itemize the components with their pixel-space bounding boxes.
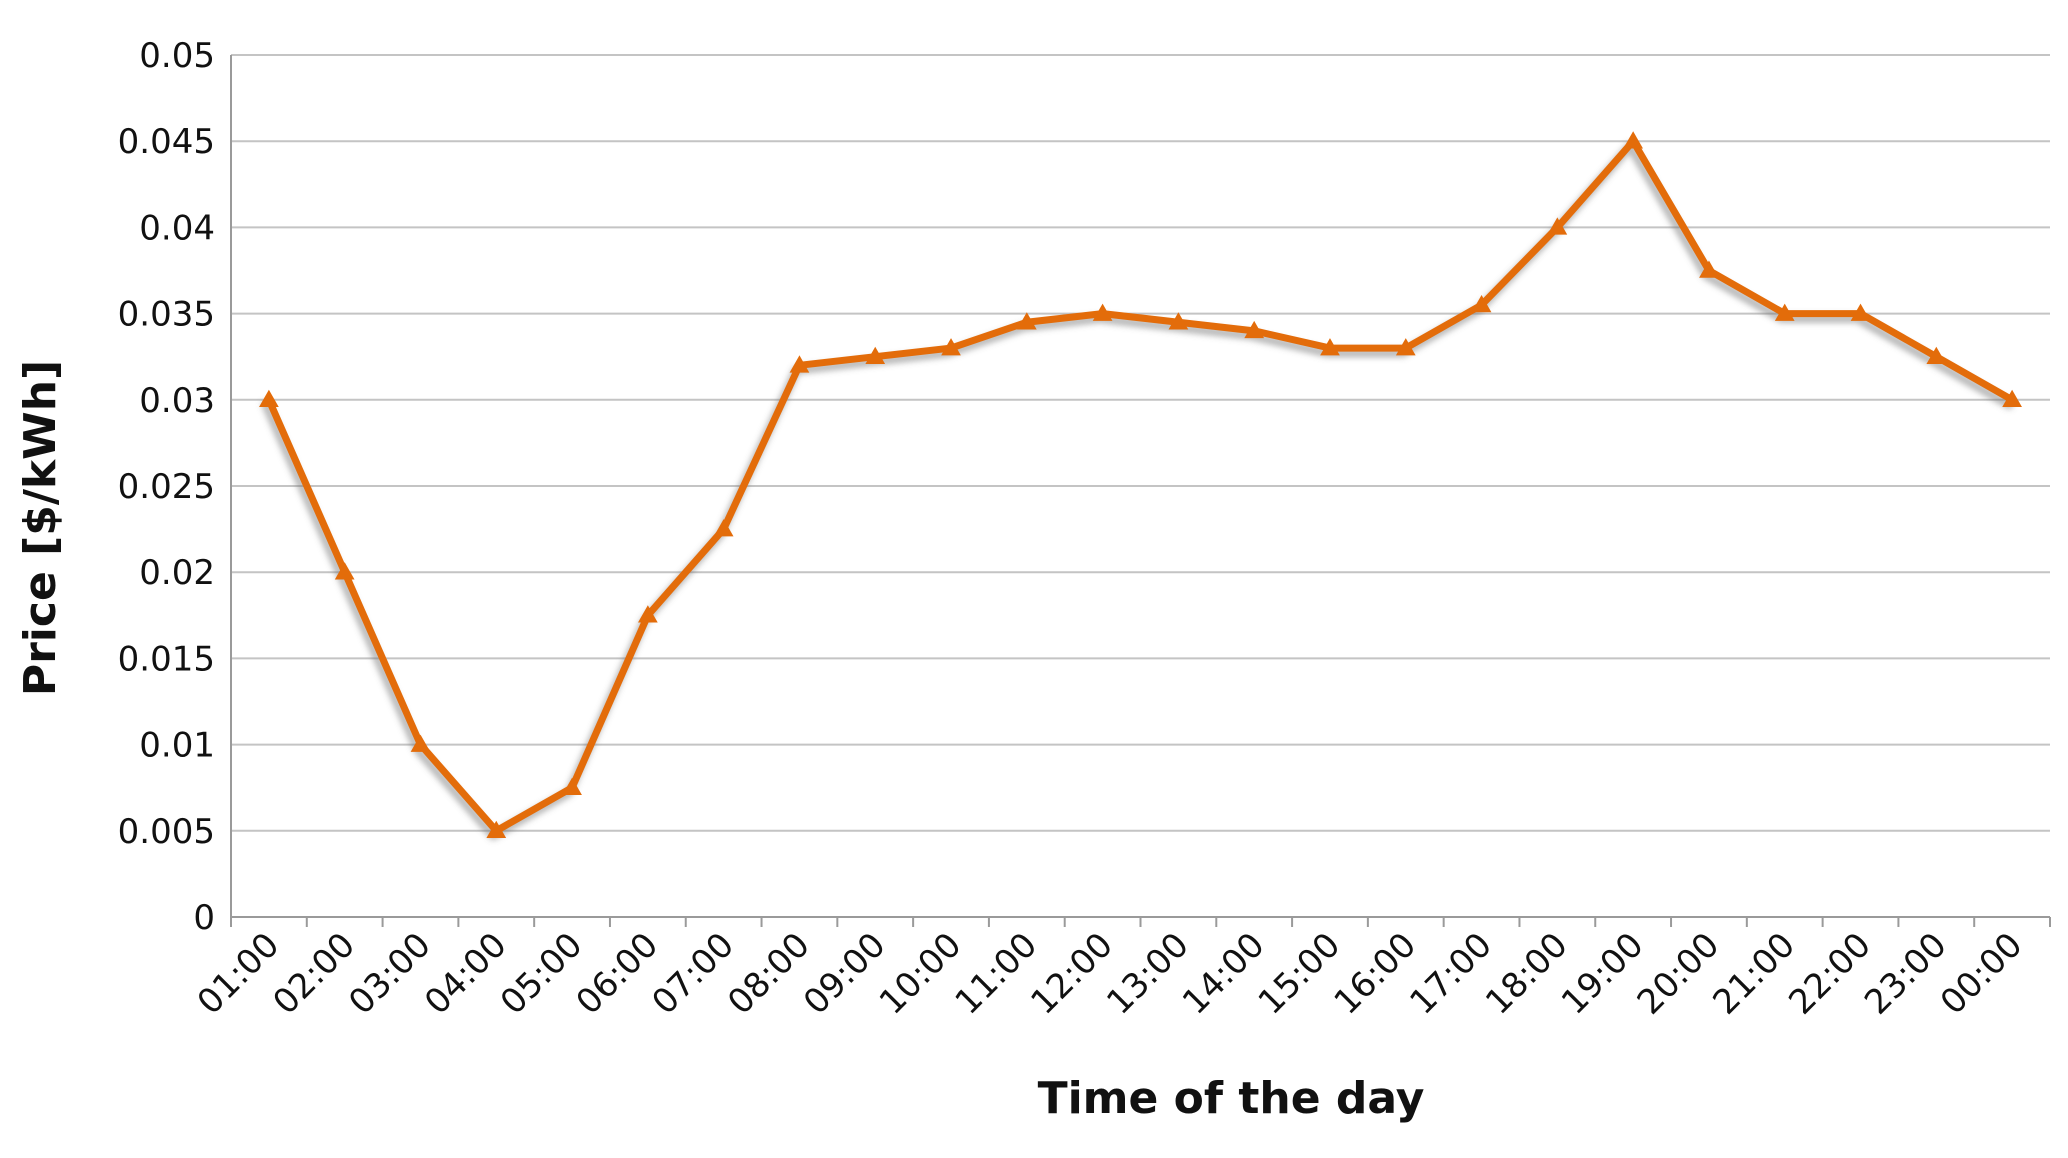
- x-tick-label: 13:00: [1099, 925, 1197, 1023]
- data-point-marker: [941, 338, 961, 356]
- x-tick-label: 03:00: [341, 925, 439, 1023]
- data-point-marker: [410, 734, 431, 752]
- x-tick-label: 16:00: [1327, 925, 1425, 1023]
- data-point-marker: [562, 777, 582, 795]
- x-tick-label: 14:00: [1175, 925, 1273, 1023]
- axes: [230, 55, 2051, 927]
- x-tick-label: 18:00: [1478, 925, 1576, 1023]
- data-markers: [259, 131, 2022, 839]
- series: [261, 137, 2016, 841]
- data-point-marker: [789, 355, 810, 373]
- x-tick-label: 00:00: [1933, 925, 2031, 1023]
- y-tick-label: 0.05: [139, 36, 215, 76]
- data-point-marker: [1774, 303, 1795, 321]
- data-point-marker: [1244, 320, 1265, 339]
- x-tick-label: 19:00: [1554, 925, 1652, 1023]
- data-point-marker: [713, 519, 734, 537]
- y-axis-title: Price [$/kWh]: [15, 360, 66, 696]
- data-point-marker: [1623, 131, 1644, 149]
- x-tick-label: 12:00: [1023, 925, 1121, 1023]
- series-line: [265, 137, 2016, 835]
- data-point-marker: [637, 605, 658, 623]
- x-tick-label: 17:00: [1402, 925, 1500, 1023]
- data-point-marker: [1016, 312, 1037, 330]
- y-tick-label: 0.005: [118, 812, 215, 852]
- x-tick-label: 08:00: [720, 925, 818, 1023]
- x-tick-label: 09:00: [796, 925, 894, 1023]
- y-tick-labels: 0 0.005 0.01 0.015 0.02 0.025 0.03 0.035 0.04 0.0…: [118, 36, 215, 938]
- y-tick-label: 0.045: [118, 122, 215, 162]
- x-tick-label: 07:00: [644, 925, 742, 1023]
- x-tick-label: 11:00: [948, 925, 1046, 1023]
- data-point-marker: [1092, 303, 1113, 321]
- x-tick-label: 10:00: [872, 925, 970, 1023]
- y-tick-label: 0.04: [139, 208, 215, 248]
- y-tick-label: 0.035: [118, 295, 215, 335]
- data-point-marker: [1850, 303, 1871, 321]
- y-tick-label: 0.01: [139, 726, 215, 766]
- data-point-marker: [486, 820, 507, 839]
- data-point-marker: [1926, 346, 1947, 364]
- x-tick-label: 02:00: [265, 925, 363, 1023]
- data-point-marker: [1699, 260, 1719, 278]
- gridlines: [231, 54, 2050, 832]
- x-tick-label: 04:00: [417, 925, 515, 1023]
- data-point-marker: [1395, 338, 1416, 356]
- x-tick-label: 23:00: [1857, 925, 1955, 1023]
- data-point-marker: [2002, 389, 2022, 408]
- y-tick-label: 0: [193, 898, 215, 938]
- x-tick-label: 01:00: [190, 925, 288, 1023]
- x-tick-labels: 01:0002:0003:0004:0005:0006:0007:0008:00…: [190, 925, 2031, 1023]
- x-tick-label: 06:00: [569, 925, 667, 1023]
- data-point-marker: [1547, 217, 1568, 235]
- y-tick-label: 0.03: [139, 381, 215, 421]
- data-point-marker: [1320, 338, 1340, 356]
- x-tick-label: 21:00: [1706, 925, 1804, 1023]
- x-tick-label: 15:00: [1251, 925, 1349, 1023]
- x-axis-title: Time of the day: [1038, 1073, 1425, 1124]
- data-point-marker: [865, 346, 886, 364]
- data-point-marker: [1471, 294, 1492, 313]
- y-tick-label: 0.025: [118, 467, 215, 507]
- data-point-marker: [334, 562, 355, 580]
- data-point-marker: [1168, 312, 1189, 330]
- x-tick-label: 22:00: [1781, 925, 1879, 1023]
- x-tick-label: 05:00: [493, 925, 591, 1023]
- series-line-shadow: [261, 141, 2014, 841]
- data-point-marker: [259, 389, 279, 408]
- y-tick-label: 0.015: [118, 639, 215, 679]
- x-tick-label: 20:00: [1630, 925, 1728, 1023]
- y-tick-label: 0.02: [139, 553, 215, 593]
